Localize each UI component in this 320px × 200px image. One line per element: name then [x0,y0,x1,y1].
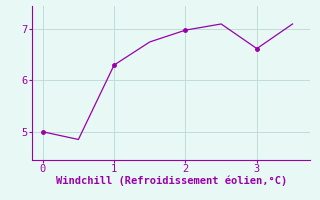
X-axis label: Windchill (Refroidissement éolien,°C): Windchill (Refroidissement éolien,°C) [56,176,287,186]
